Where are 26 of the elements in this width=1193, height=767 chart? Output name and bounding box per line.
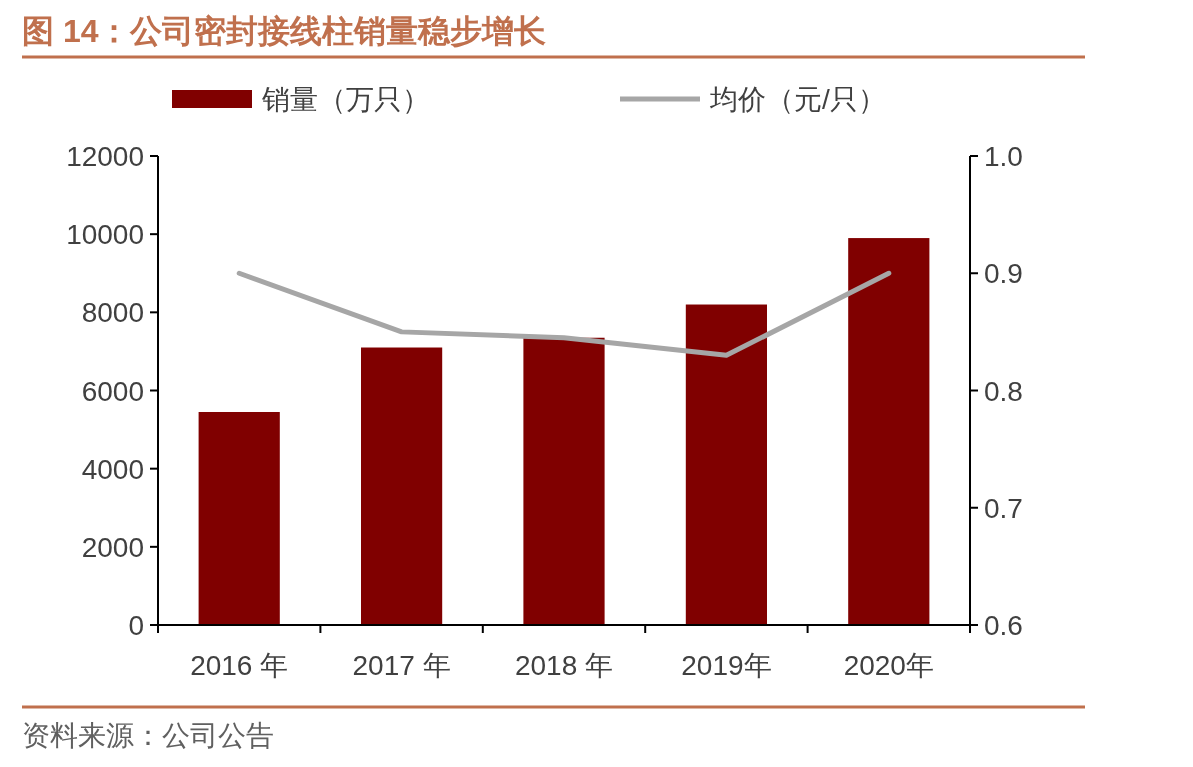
y2-tick-label: 0.9 bbox=[984, 258, 1023, 290]
bar bbox=[361, 347, 443, 625]
legend-label: 销量（万只） bbox=[261, 84, 430, 115]
y-tick-label: 6000 bbox=[81, 375, 144, 407]
text: 资料来源：公司公告 bbox=[22, 720, 274, 751]
y2-tick-label: 1.0 bbox=[984, 141, 1023, 172]
bar bbox=[685, 304, 767, 625]
legend-label: 均价（元/只） bbox=[709, 84, 886, 115]
bar bbox=[523, 337, 605, 625]
y2-tick-label: 0.8 bbox=[984, 375, 1023, 407]
y-tick-label: 4000 bbox=[81, 453, 144, 485]
x-tick-label: 2020年 bbox=[843, 650, 934, 681]
chart-title: 图 14：公司密封接线柱销量稳步增长 bbox=[22, 13, 547, 49]
y-tick-label: 12000 bbox=[66, 141, 144, 172]
y-tick-label: 10000 bbox=[66, 219, 144, 251]
y2-tick-label: 0.7 bbox=[984, 492, 1023, 524]
y-tick-label: 2000 bbox=[81, 531, 144, 563]
y-tick-label: 8000 bbox=[81, 297, 144, 329]
x-tick-label: 2017 年 bbox=[352, 650, 451, 681]
y2-tick-label: 0.6 bbox=[984, 610, 1023, 641]
y-tick-label: 0 bbox=[128, 610, 144, 641]
x-tick-label: 2019年 bbox=[681, 650, 772, 681]
bar bbox=[198, 412, 280, 625]
x-tick-label: 2016 年 bbox=[190, 650, 289, 681]
bar bbox=[848, 238, 930, 625]
x-tick-label: 2018 年 bbox=[514, 650, 614, 681]
